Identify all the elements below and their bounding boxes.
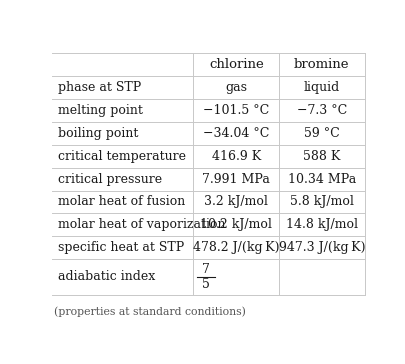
Text: gas: gas [225, 81, 247, 94]
Text: critical pressure: critical pressure [58, 173, 162, 186]
Text: 478.2 J/(kg K): 478.2 J/(kg K) [193, 241, 279, 254]
Text: 947.3 J/(kg K): 947.3 J/(kg K) [279, 241, 365, 254]
Text: −7.3 °C: −7.3 °C [297, 104, 347, 117]
Text: 5: 5 [202, 278, 210, 291]
Text: phase at STP: phase at STP [58, 81, 141, 94]
Text: bromine: bromine [294, 58, 350, 71]
Text: −101.5 °C: −101.5 °C [203, 104, 269, 117]
Text: 14.8 kJ/mol: 14.8 kJ/mol [286, 218, 358, 232]
Text: 588 K: 588 K [303, 150, 341, 163]
Text: 416.9 K: 416.9 K [212, 150, 261, 163]
Text: boiling point: boiling point [58, 127, 138, 140]
Text: critical temperature: critical temperature [58, 150, 186, 163]
Text: 5.8 kJ/mol: 5.8 kJ/mol [290, 195, 354, 209]
Text: (properties at standard conditions): (properties at standard conditions) [54, 306, 246, 317]
Text: melting point: melting point [58, 104, 143, 117]
Text: 10.2 kJ/mol: 10.2 kJ/mol [200, 218, 272, 232]
Text: 59 °C: 59 °C [304, 127, 340, 140]
Text: 7.991 MPa: 7.991 MPa [202, 173, 270, 186]
Text: chlorine: chlorine [209, 58, 264, 71]
Text: molar heat of vaporization: molar heat of vaporization [58, 218, 225, 232]
Text: adiabatic index: adiabatic index [58, 270, 155, 283]
Text: liquid: liquid [304, 81, 340, 94]
Text: 7: 7 [202, 262, 210, 276]
Text: specific heat at STP: specific heat at STP [58, 241, 184, 254]
Text: −34.04 °C: −34.04 °C [203, 127, 269, 140]
Text: molar heat of fusion: molar heat of fusion [58, 195, 185, 209]
Text: 3.2 kJ/mol: 3.2 kJ/mol [205, 195, 268, 209]
Text: 10.34 MPa: 10.34 MPa [288, 173, 356, 186]
